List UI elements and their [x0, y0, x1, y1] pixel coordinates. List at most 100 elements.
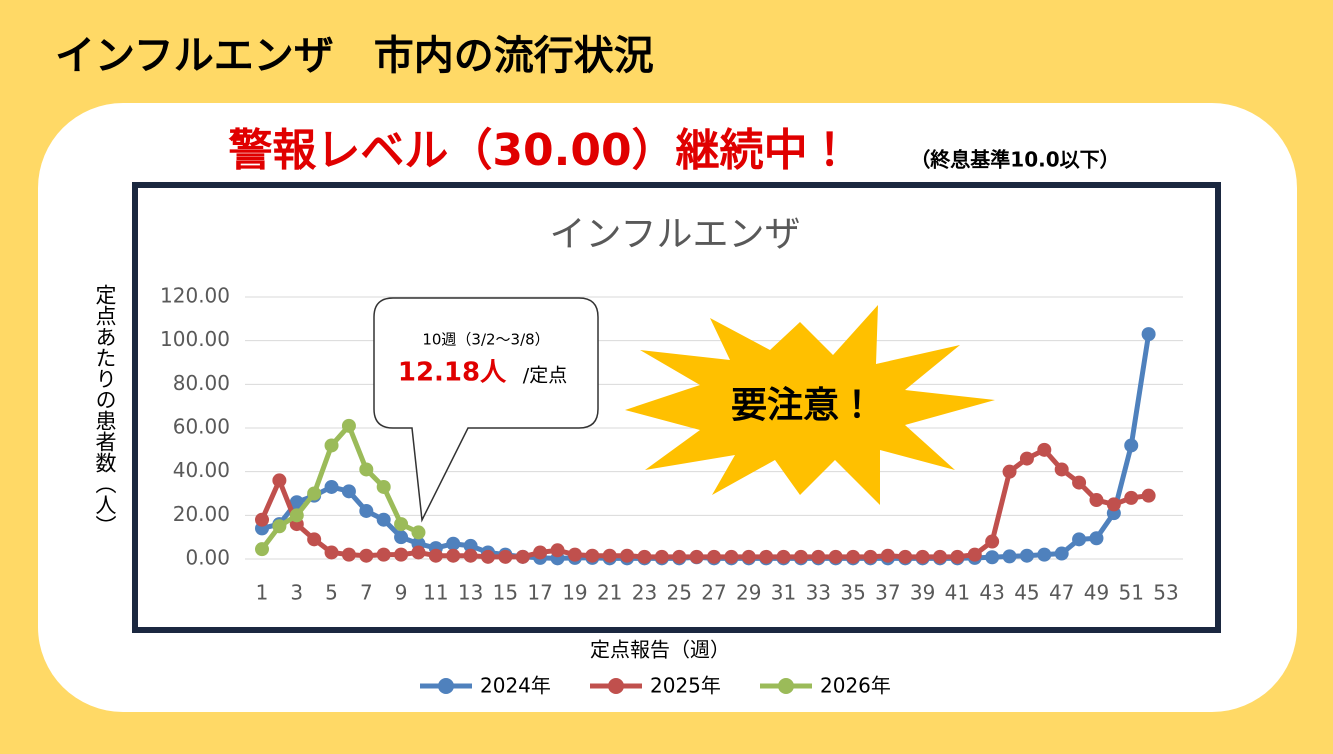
x-tick-label: 17 — [527, 581, 552, 605]
y-tick-label: 100.00 — [160, 327, 230, 351]
x-tick-label: 39 — [910, 581, 935, 605]
data-point — [376, 512, 391, 527]
data-point — [654, 549, 669, 564]
data-point — [898, 549, 913, 564]
data-point — [533, 545, 548, 560]
data-point — [394, 530, 409, 545]
legend-marker — [438, 678, 454, 694]
x-tick-label: 29 — [736, 581, 761, 605]
data-point — [411, 545, 426, 560]
data-point — [498, 549, 513, 564]
data-point — [863, 549, 878, 564]
data-point — [463, 548, 478, 563]
data-point — [602, 548, 617, 563]
data-point — [359, 462, 374, 477]
data-point — [272, 473, 287, 488]
data-point — [880, 548, 895, 563]
data-point — [341, 418, 356, 433]
callout — [373, 297, 599, 523]
data-point — [341, 547, 356, 562]
data-point — [567, 547, 582, 562]
x-tick-label: 25 — [667, 581, 692, 605]
x-axis-label: 定点報告（週） — [590, 638, 730, 662]
data-point — [985, 550, 1000, 565]
data-point — [1019, 451, 1034, 466]
data-point — [272, 519, 287, 534]
x-tick-label: 43 — [979, 581, 1004, 605]
x-tick-label: 45 — [1014, 581, 1039, 605]
x-tick-label: 27 — [701, 581, 726, 605]
data-point — [1072, 475, 1087, 490]
data-point — [915, 549, 930, 564]
chart-title: インフルエンザ — [550, 214, 801, 255]
data-point — [515, 549, 530, 564]
data-point — [846, 549, 861, 564]
data-point — [1089, 493, 1104, 508]
data-point — [1037, 442, 1052, 457]
data-point — [411, 525, 426, 540]
legend: 2024年 2025年 2026年 — [420, 674, 891, 698]
data-point — [1054, 462, 1069, 477]
data-point — [289, 495, 304, 510]
data-point — [376, 547, 391, 562]
data-point — [341, 484, 356, 499]
data-point — [307, 532, 322, 547]
data-point — [394, 547, 409, 562]
data-point — [376, 479, 391, 494]
data-point — [1106, 497, 1121, 512]
data-point — [967, 547, 982, 562]
legend-label: 2026年 — [820, 674, 891, 698]
callout-week: 10週（3/2～3/8） — [422, 331, 549, 349]
data-point — [1089, 531, 1104, 546]
data-point — [759, 549, 774, 564]
series-line — [260, 423, 420, 551]
data-point — [359, 548, 374, 563]
data-point — [811, 549, 826, 564]
x-tick-label: 49 — [1084, 581, 1109, 605]
data-point — [255, 542, 269, 557]
starburst — [625, 305, 995, 505]
y-tick-label: 20.00 — [173, 502, 230, 526]
data-point — [620, 548, 635, 563]
data-point — [307, 486, 322, 501]
x-tick-label: 33 — [806, 581, 831, 605]
y-tick-label: 40.00 — [173, 458, 230, 482]
data-point — [1037, 547, 1052, 562]
data-point — [637, 549, 652, 564]
x-tick-label: 37 — [875, 581, 900, 605]
legend-marker — [778, 678, 794, 694]
data-point — [1124, 438, 1139, 453]
data-point — [446, 536, 461, 551]
data-point — [1072, 532, 1087, 547]
y-axis-label: 定点あたりの患者数（人） — [93, 284, 117, 536]
data-point — [672, 549, 687, 564]
data-point — [394, 517, 409, 532]
y-tick-label: 80.00 — [173, 371, 230, 395]
data-point — [776, 549, 791, 564]
data-point — [985, 534, 1000, 549]
x-tick-label: 19 — [562, 581, 587, 605]
y-tick-label: 0.00 — [185, 546, 230, 570]
data-point — [324, 479, 339, 494]
data-point — [1124, 490, 1139, 505]
data-point — [933, 549, 947, 564]
data-point — [1002, 549, 1017, 564]
data-point — [950, 549, 965, 564]
data-point — [446, 548, 461, 563]
data-point — [585, 548, 600, 563]
data-point — [1141, 327, 1156, 342]
data-point — [550, 543, 565, 558]
data-point — [289, 508, 304, 523]
y-tick-label: 60.00 — [173, 415, 230, 439]
data-point — [689, 549, 704, 564]
callout-value: 12.18人 — [398, 358, 507, 388]
x-tick-label: 1 — [256, 581, 269, 605]
x-tick-label: 41 — [945, 581, 970, 605]
alert-note: （終息基準10.0以下） — [910, 148, 1119, 172]
data-point — [793, 549, 808, 564]
x-tick-label: 47 — [1049, 581, 1074, 605]
data-point — [724, 549, 739, 564]
